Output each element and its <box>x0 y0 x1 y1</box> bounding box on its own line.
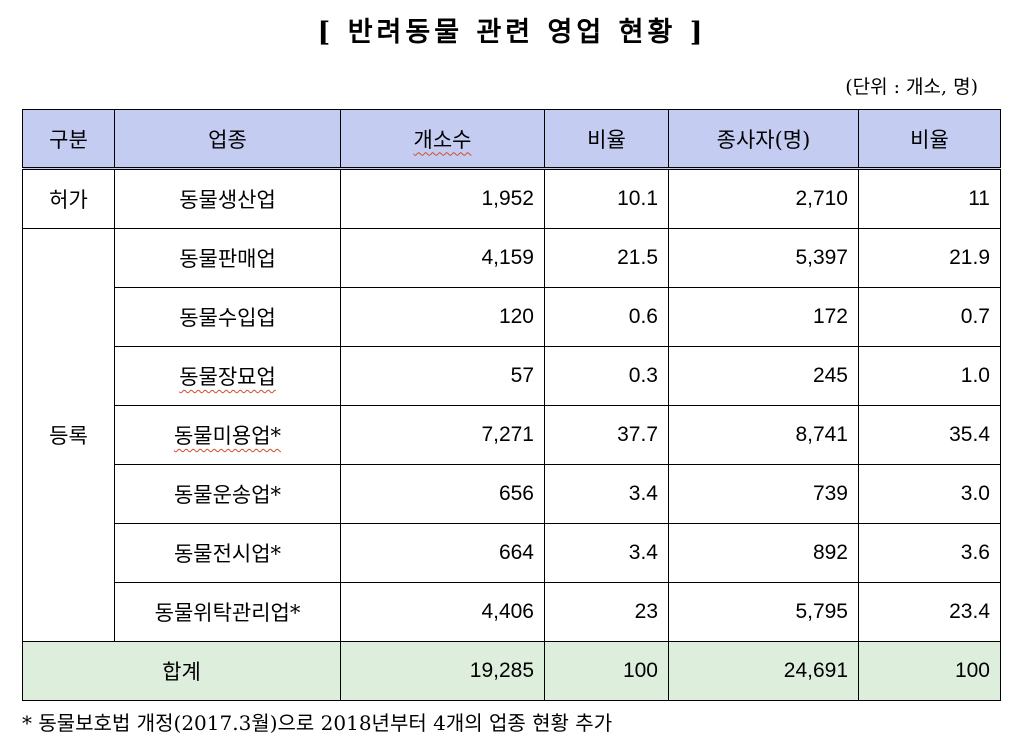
total-worker-ratio: 100 <box>858 641 1001 701</box>
workers-cell: 5,397 <box>668 228 859 288</box>
workers-cell: 8,741 <box>668 405 859 465</box>
table-row: 동물수입업 120 0.6 172 0.7 <box>23 287 1001 347</box>
worker-ratio-cell: 35.4 <box>858 405 1001 465</box>
worker-ratio-cell: 11 <box>858 168 1001 229</box>
worker-ratio-cell: 3.6 <box>858 523 1001 583</box>
table-row: 동물전시업* 664 3.4 892 3.6 <box>23 523 1001 583</box>
ratio-cell: 37.7 <box>544 405 669 465</box>
business-name: 동물전시업* <box>114 523 341 583</box>
header-count-label: 개소수 <box>413 127 472 152</box>
worker-ratio-cell: 1.0 <box>858 346 1001 406</box>
table-row: 허가 동물생산업 1,952 10.1 2,710 11 <box>22 168 1001 229</box>
workers-cell: 245 <box>668 346 859 406</box>
count-cell: 664 <box>340 523 545 583</box>
header-count: 개소수 <box>340 109 545 170</box>
workers-cell: 739 <box>668 464 859 524</box>
total-workers: 24,691 <box>668 641 859 701</box>
count-cell: 656 <box>340 464 545 524</box>
header-ratio: 비율 <box>544 109 669 170</box>
ratio-cell: 21.5 <box>544 228 669 288</box>
business-name: 동물생산업 <box>114 168 341 229</box>
business-name: 동물운송업* <box>114 464 341 524</box>
business-name: 동물장묘업 <box>114 346 341 406</box>
business-name: 동물판매업 <box>114 228 341 288</box>
total-count: 19,285 <box>340 641 545 701</box>
unit-note: (단위 : 개소, 명) <box>845 76 978 98</box>
ratio-cell: 3.4 <box>544 523 669 583</box>
total-ratio: 100 <box>544 641 669 701</box>
category-register: 등록 <box>22 228 115 642</box>
page-title: [ 반려동물 관련 영업 현황 ] <box>317 17 707 48</box>
count-cell: 57 <box>340 346 545 406</box>
category-permit: 허가 <box>22 168 115 229</box>
ratio-cell: 0.3 <box>544 346 669 406</box>
table-header-row: 구분 업종 개소수 비율 종사자(명) 비율 <box>22 109 1001 170</box>
header-workers: 종사자(명) <box>668 109 859 170</box>
count-cell: 7,271 <box>340 405 545 465</box>
worker-ratio-cell: 23.4 <box>858 582 1001 642</box>
business-name-text: 동물장묘업 <box>179 365 276 389</box>
count-cell: 120 <box>340 287 545 347</box>
header-worker-ratio: 비율 <box>858 109 1001 170</box>
header-category: 구분 <box>22 109 115 170</box>
worker-ratio-cell: 21.9 <box>858 228 1001 288</box>
footnote: * 동물보호법 개정(2017.3월)으로 2018년부터 4개의 업종 현황 … <box>22 711 613 735</box>
table-row: 동물미용업* 7,271 37.7 8,741 35.4 <box>23 405 1001 465</box>
worker-ratio-cell: 0.7 <box>858 287 1001 347</box>
ratio-cell: 23 <box>544 582 669 642</box>
ratio-cell: 0.6 <box>544 287 669 347</box>
total-row: 합계 19,285 100 24,691 100 <box>22 641 1001 701</box>
count-cell: 4,406 <box>340 582 545 642</box>
header-business-type: 업종 <box>114 109 341 170</box>
business-name: 동물위탁관리업* <box>114 582 341 642</box>
total-label: 합계 <box>22 641 341 701</box>
workers-cell: 5,795 <box>668 582 859 642</box>
workers-cell: 172 <box>668 287 859 347</box>
table-row: 등록 동물판매업 4,159 21.5 5,397 21.9 <box>22 228 1001 642</box>
business-name: 동물미용업* <box>114 405 341 465</box>
business-stats-table: 구분 업종 개소수 비율 종사자(명) 비율 허가 동물생산업 1,952 10… <box>22 109 1001 701</box>
ratio-cell: 3.4 <box>544 464 669 524</box>
table-row: 동물운송업* 656 3.4 739 3.0 <box>23 464 1001 524</box>
table-row: 동물위탁관리업* 4,406 23 5,795 23.4 <box>23 582 1001 642</box>
count-cell: 4,159 <box>340 228 545 288</box>
table-row: 동물장묘업 57 0.3 245 1.0 <box>23 346 1001 406</box>
business-name: 동물수입업 <box>114 287 341 347</box>
workers-cell: 892 <box>668 523 859 583</box>
workers-cell: 2,710 <box>668 168 859 229</box>
count-cell: 1,952 <box>340 168 545 229</box>
business-name-text: 동물미용업* <box>173 424 282 448</box>
worker-ratio-cell: 3.0 <box>858 464 1001 524</box>
ratio-cell: 10.1 <box>544 168 669 229</box>
